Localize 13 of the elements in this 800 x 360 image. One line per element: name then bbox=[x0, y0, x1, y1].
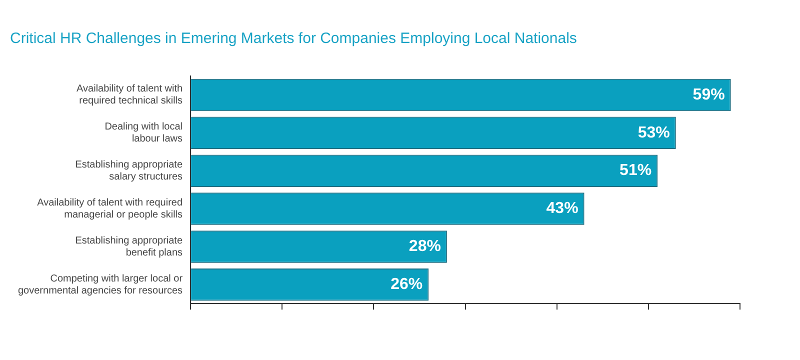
y-tick-label: Dealing with local labour laws bbox=[104, 122, 183, 145]
chart-title: Critical HR Challenges in Emering Markets for Companies Employing Local Nationals bbox=[10, 30, 577, 48]
y-tick-label: Establishing appropriate benefit plans bbox=[75, 235, 183, 258]
data-label: 59% bbox=[692, 86, 725, 104]
data-label: 26% bbox=[390, 276, 423, 294]
data-label: 43% bbox=[546, 200, 578, 218]
y-tick-label: Competing with larger local or governmental agencies for resources bbox=[18, 273, 184, 296]
y-tick-label: Availability of talent with required technical skills bbox=[76, 84, 183, 107]
data-label: 28% bbox=[408, 238, 441, 256]
y-tick-label: Availability of talent with required managerial or people skills bbox=[37, 198, 183, 221]
data-label: 53% bbox=[638, 124, 670, 142]
data-label: 51% bbox=[620, 162, 652, 180]
y-tick-label: Establishing appropriate salary structures bbox=[75, 160, 183, 183]
